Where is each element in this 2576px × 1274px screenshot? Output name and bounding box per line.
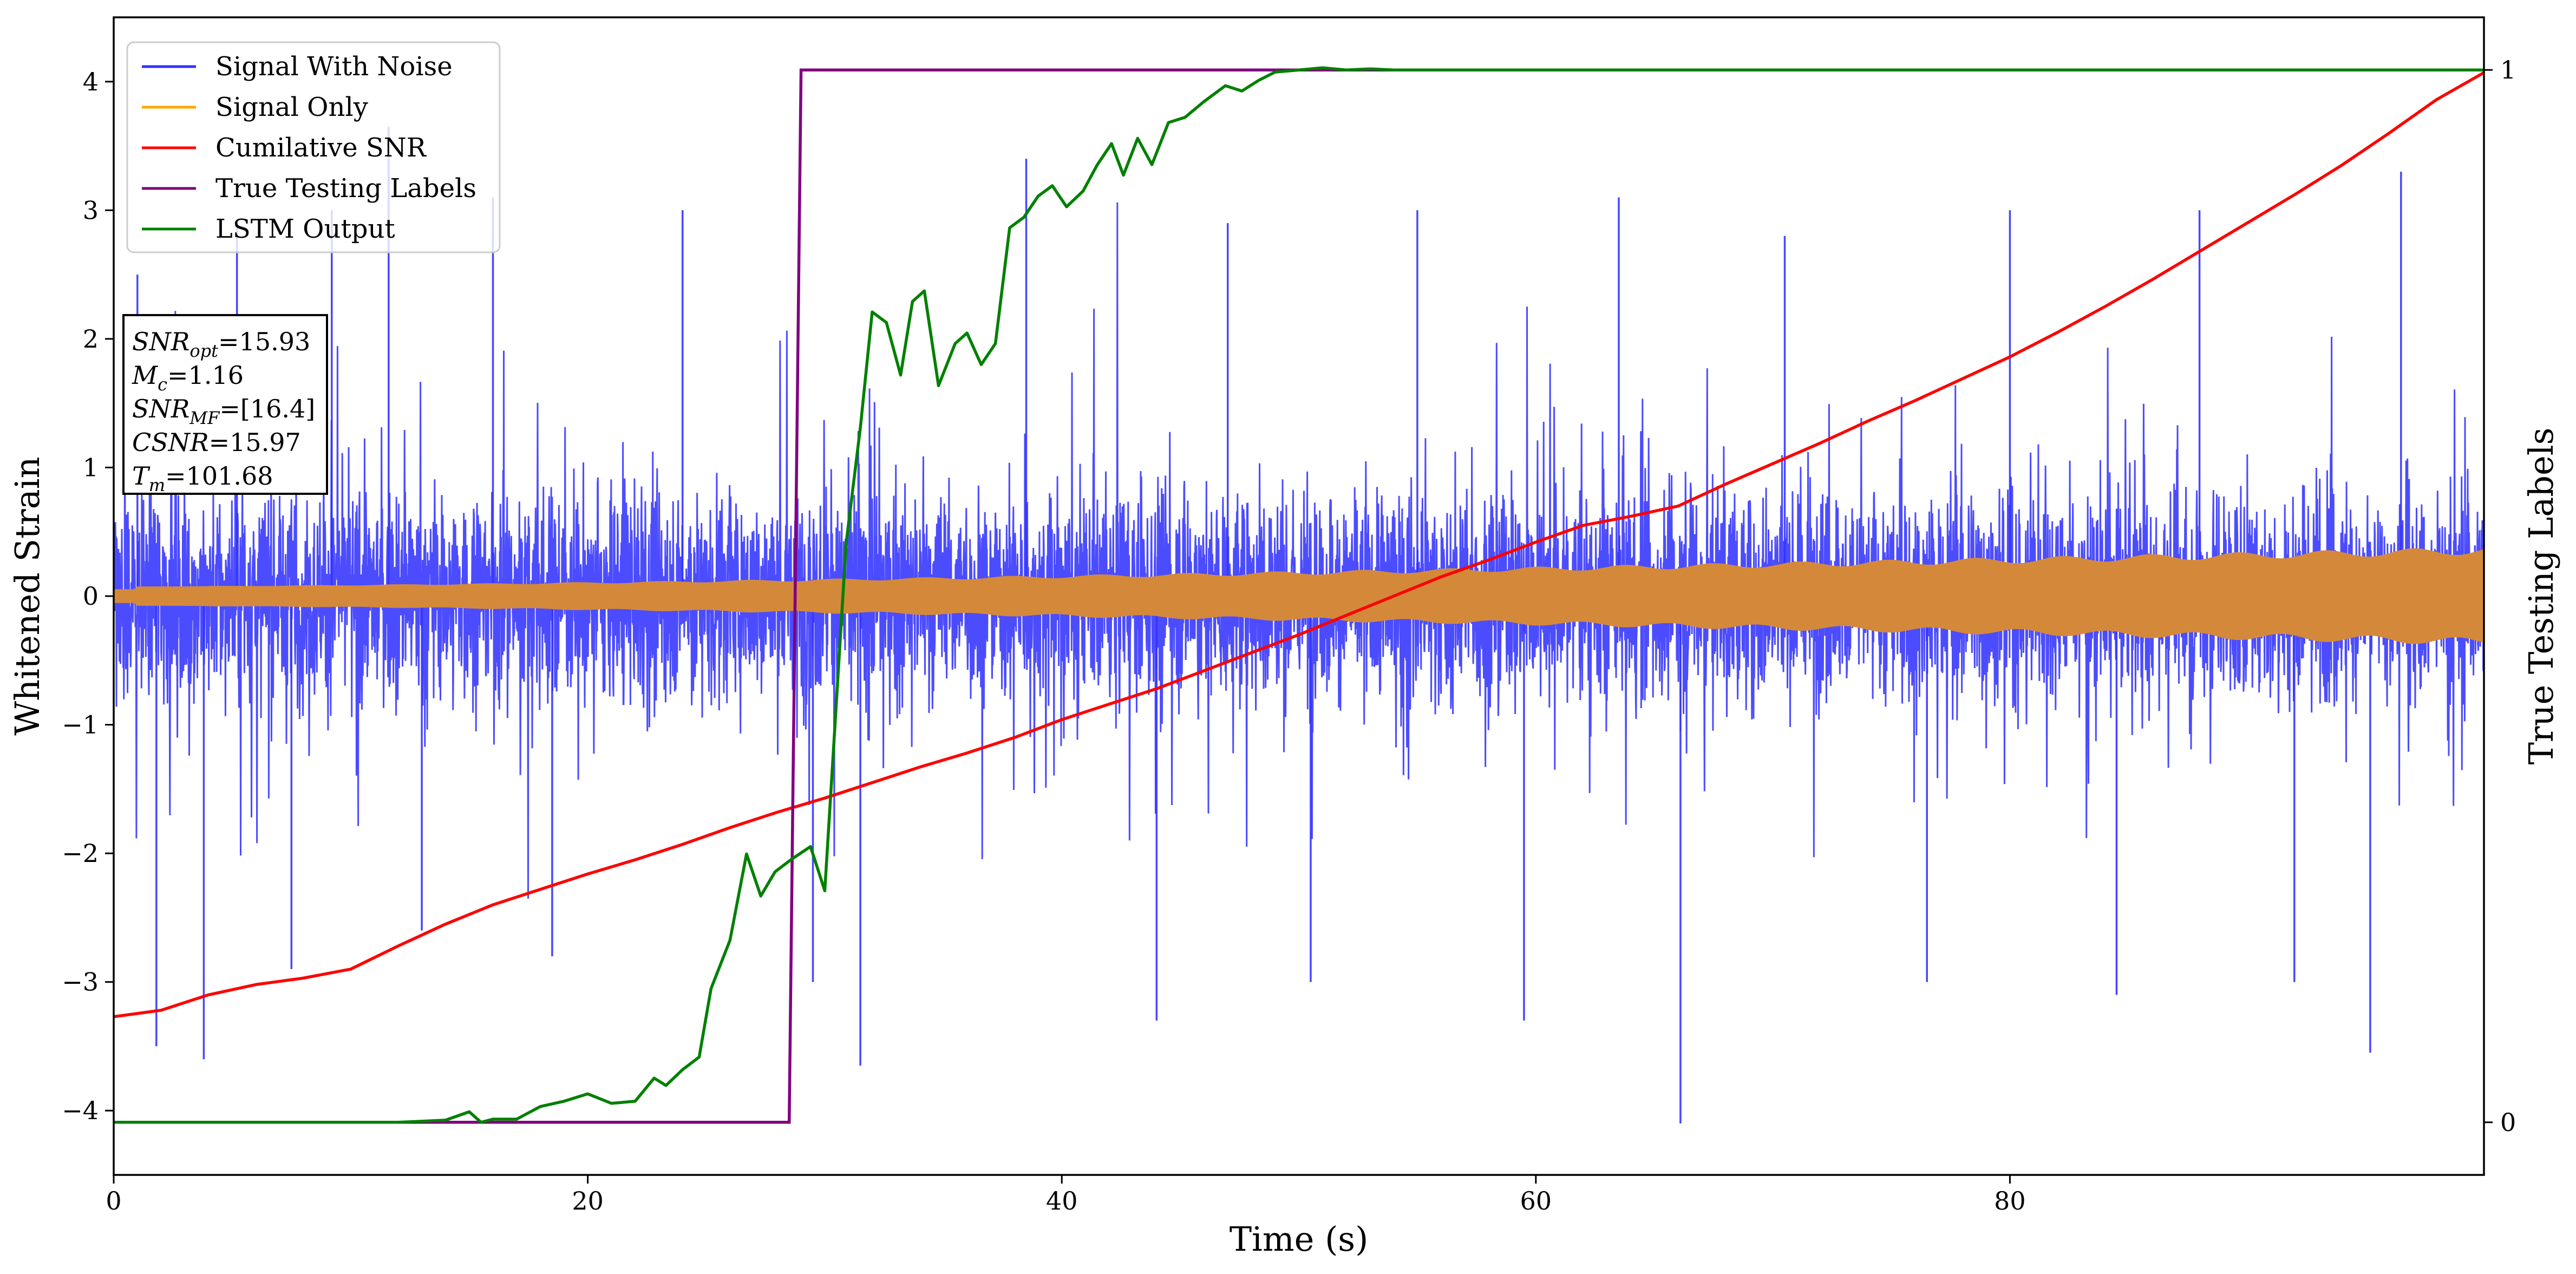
series-layer [114,66,2484,1124]
annotation-frame [122,314,328,495]
series-signal-only [114,548,2484,644]
annotation-line-snr-opt: SNRopt=15.93 [132,327,310,361]
series-cumilative-snr [114,71,2484,1018]
y-tick-label-0: 0 [83,582,99,611]
y-tick-label--4: −4 [62,1096,99,1125]
y-tick-label--1: −1 [62,710,99,740]
y-right-axis-title: True Testing Labels [2521,428,2561,765]
legend: Signal With Noise Signal Only Cumilative… [126,41,501,253]
series-lstm-output [114,66,2484,1124]
annotation-line-tm: Tm=101.68 [132,461,273,495]
x-tick-label-0: 0 [106,1186,121,1216]
legend-label-signal-with-noise: Signal With Noise [215,51,453,82]
annotation-line-csnr: CSNR=15.97 [132,428,301,457]
y-tick-label-4: 4 [83,67,99,96]
y-right-tick-label-1: 1 [2500,55,2516,84]
annotation-box: SNRopt=15.93 Mc=1.16 SNRMF=[16.4] CSNR=1… [122,314,328,495]
annotation-line-mc: Mc=1.16 [132,361,244,395]
y-tick-label--2: −2 [62,839,99,868]
x-tick-label-80: 80 [1994,1186,2026,1216]
legend-label-true-testing-labels: True Testing Labels [215,173,476,204]
y-tick-label-2: 2 [83,324,99,354]
x-tick-label-20: 20 [572,1186,604,1216]
y-right-tick-label-0: 0 [2500,1108,2516,1137]
y-tick-label-3: 3 [83,195,99,225]
x-tick-label-60: 60 [1520,1186,1552,1216]
annotation-line-snr-mf: SNRMF=[16.4] [132,394,315,428]
legend-label-cumilative-snr: Cumilative SNR [215,133,427,163]
legend-label-signal-only: Signal Only [215,92,368,122]
legend-label-lstm-output: LSTM Output [215,214,395,244]
y-axis-title: Whitened Strain [8,457,47,736]
x-axis-title: Time (s) [1230,1219,1369,1259]
y-tick-label-1: 1 [83,453,99,482]
y-tick-label--3: −3 [62,968,99,997]
x-tick-label-40: 40 [1046,1186,1078,1216]
legend-box [126,41,501,253]
